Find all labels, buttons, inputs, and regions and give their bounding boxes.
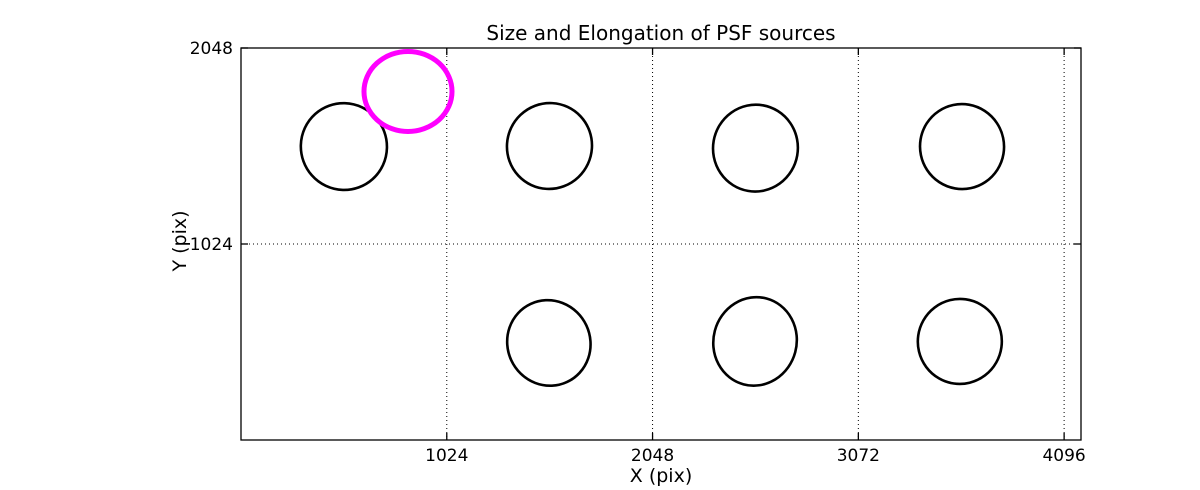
highlighted-psf-ellipse [361,48,455,134]
psf-ellipse [918,102,1006,191]
psf-ellipse [711,295,799,387]
y-tick-label: 2048 [190,39,233,59]
x-axis-label: X (pix) [630,465,692,487]
psf-ellipses [299,48,1006,388]
psf-ellipse [299,101,389,192]
psf-ellipse [711,103,800,193]
axis-ticks [241,47,1081,440]
x-tick-label: 1024 [425,446,468,466]
psf-ellipse [505,101,594,191]
y-tick-label: 1024 [190,235,233,255]
psf-ellipse [505,298,592,388]
chart-title: Size and Elongation of PSF sources [486,21,835,45]
x-tick-label: 3072 [837,446,880,466]
x-tick-label: 4096 [1042,446,1085,466]
y-axis-label: Y (pix) [169,210,191,272]
psf-ellipse [916,297,1004,386]
tick-labels: 1024 2048 3072 4096 1024 2048 [190,39,1086,466]
x-tick-label: 2048 [631,446,674,466]
